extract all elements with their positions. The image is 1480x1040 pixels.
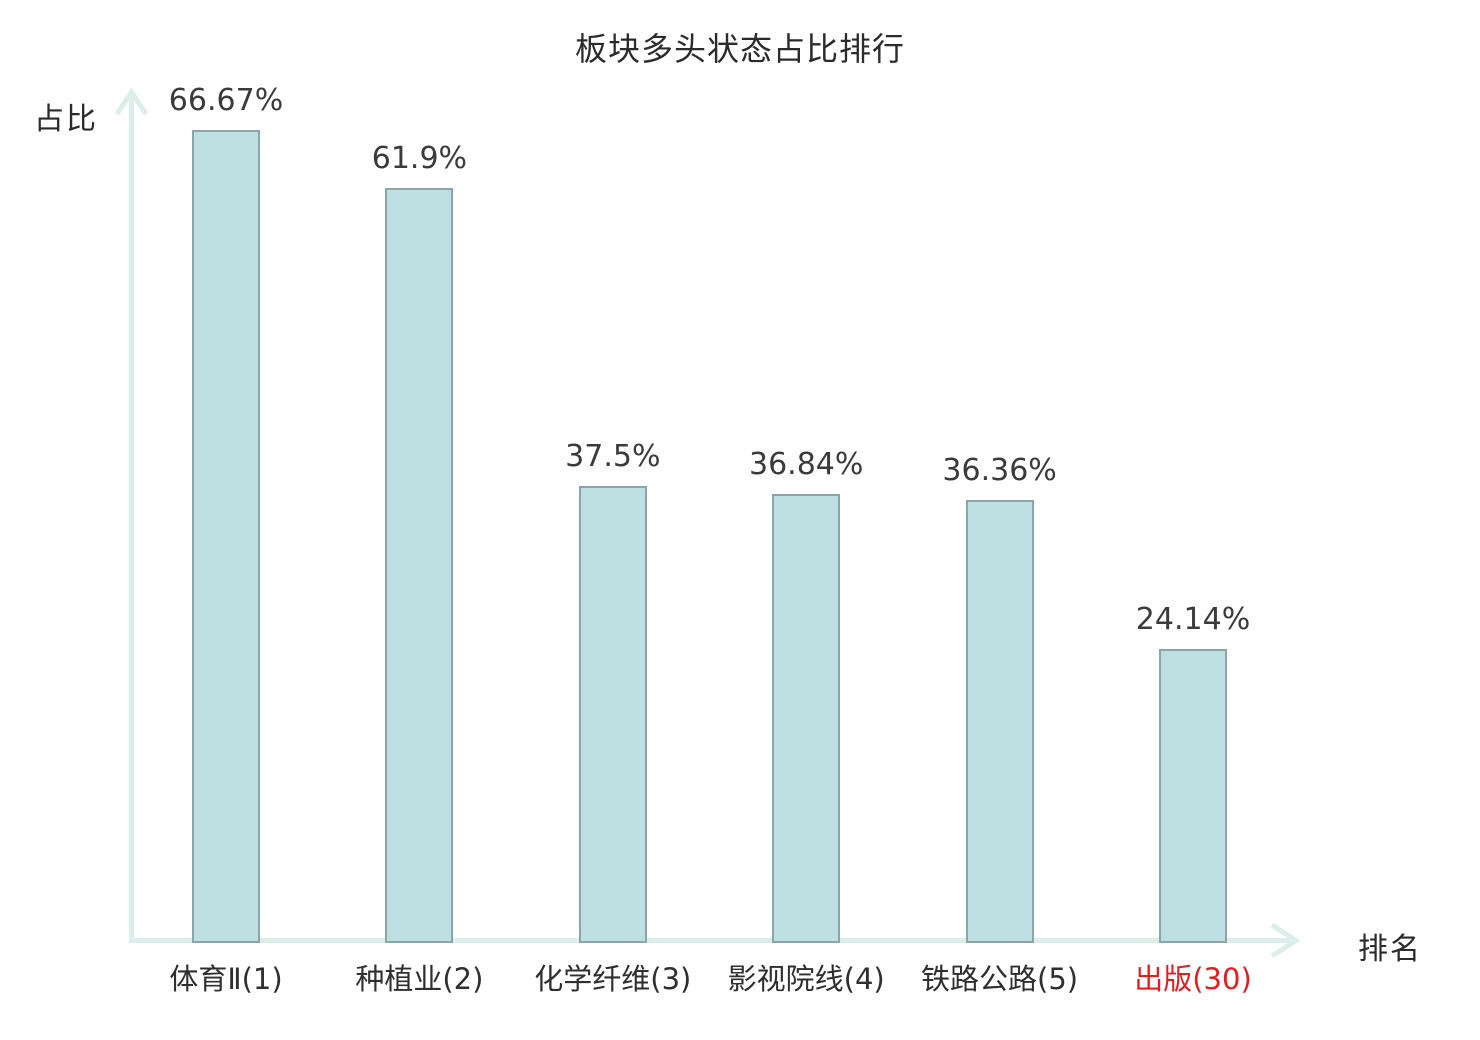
category-label: 铁路公路(5) — [921, 962, 1079, 996]
bar — [192, 130, 260, 943]
y-axis — [114, 87, 149, 943]
bar — [385, 188, 454, 943]
bar-value-label: 66.67% — [168, 83, 284, 118]
bar-value-label: 37.5% — [565, 439, 661, 474]
bar — [772, 494, 841, 943]
x-axis-label: 排名 — [1358, 932, 1422, 967]
category-label: 影视院线(4) — [727, 962, 885, 996]
bar — [965, 500, 1034, 943]
chart-title: 板块多头状态占比排行 — [574, 30, 905, 68]
category-label: 体育Ⅱ(1) — [169, 962, 283, 996]
bar-value-label: 24.14% — [1135, 602, 1251, 637]
category-label: 化学纤维(3) — [534, 962, 692, 996]
bar-value-label: 36.84% — [748, 447, 864, 482]
bar — [1159, 649, 1227, 943]
bar — [578, 486, 647, 943]
bar-value-label: 61.9% — [371, 141, 468, 176]
category-label: 种植业(2) — [355, 962, 484, 996]
bar-value-label: 36.36% — [942, 453, 1057, 488]
x-axis — [129, 922, 1301, 959]
y-axis-label: 占比 — [34, 102, 98, 137]
category-label: 出版(30) — [1134, 962, 1252, 996]
